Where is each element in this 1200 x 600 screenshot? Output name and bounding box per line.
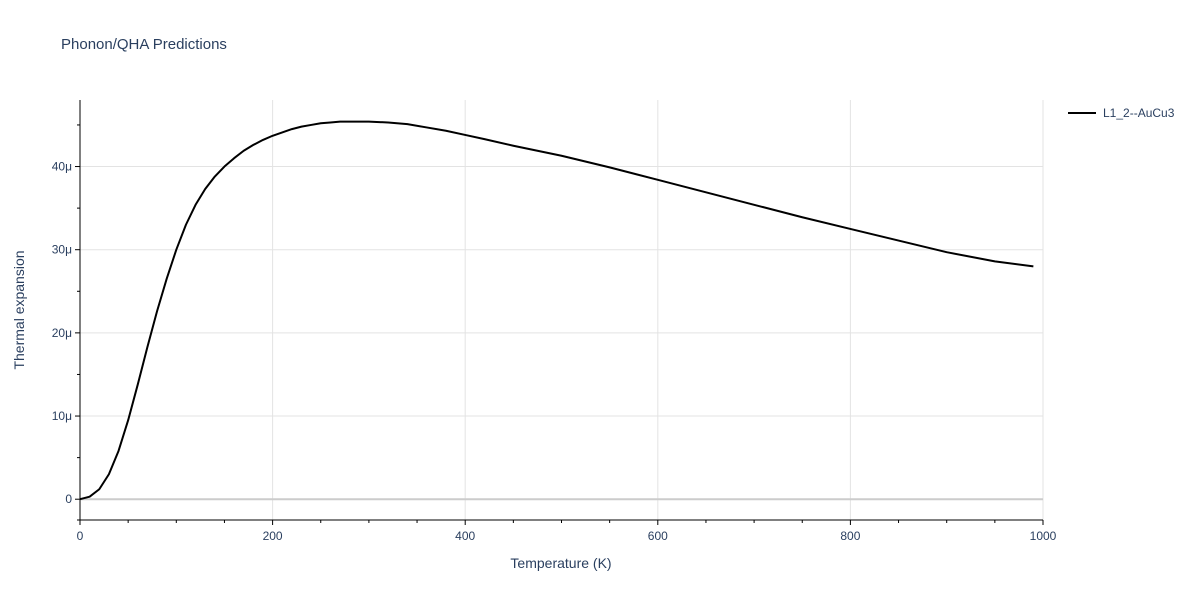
y-tick-label: 10μ	[52, 409, 72, 423]
x-tick-label: 800	[840, 529, 860, 543]
x-tick-label: 0	[77, 529, 84, 543]
axes	[75, 100, 1044, 525]
legend[interactable]: L1_2--AuCu3	[1068, 106, 1174, 120]
y-tick-label: 0	[65, 492, 72, 506]
legend-label: L1_2--AuCu3	[1103, 106, 1175, 120]
y-tick-label: 40μ	[52, 160, 72, 174]
chart-title: Phonon/QHA Predictions	[61, 36, 227, 53]
x-tick-label: 200	[263, 529, 283, 543]
legend-line-swatch	[1068, 112, 1096, 114]
y-tick-label: 30μ	[52, 243, 72, 257]
grid-lines	[80, 100, 1044, 520]
x-axis-label: Temperature (K)	[510, 555, 611, 571]
y-axis-label: Thermal expansion	[11, 250, 27, 369]
series-line	[79, 120, 1034, 501]
x-tick-label: 400	[455, 529, 475, 543]
y-tick-label: 20μ	[52, 326, 72, 340]
x-tick-label: 1000	[1030, 529, 1057, 543]
x-tick-label: 600	[648, 529, 668, 543]
series-lines	[79, 120, 1034, 501]
tick-labels: 0 200 400 600 800 1000 0 10μ 20μ 30μ 40μ	[52, 160, 1057, 543]
